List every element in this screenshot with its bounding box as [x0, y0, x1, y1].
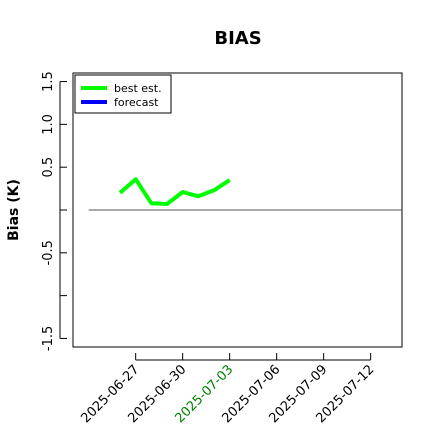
y-axis-label: Bias (K) [6, 179, 22, 241]
series-line-best-est [118, 177, 231, 206]
legend-label-best-est: best est. [114, 82, 162, 95]
chart-title: BIAS [214, 28, 261, 49]
y-tick-label: -1.5 [41, 326, 56, 351]
legend-box [74, 74, 172, 114]
legend: best est. forecast [74, 74, 172, 114]
y-tick-label: 1.5 [41, 71, 56, 92]
legend-label-forecast: forecast [114, 96, 159, 109]
y-tick-label: -0.5 [41, 240, 56, 265]
y-tick-label: 1.0 [41, 114, 56, 135]
y-tick-label: 0.5 [41, 157, 56, 178]
